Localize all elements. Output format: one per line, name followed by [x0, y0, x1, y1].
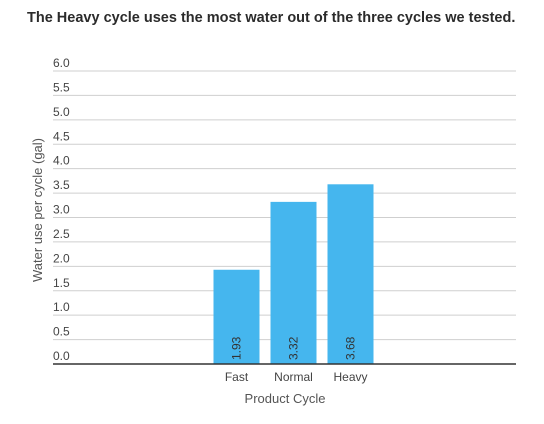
y-tick-label: 0.5	[53, 325, 70, 339]
y-tick-label: 0.0	[53, 349, 70, 363]
chart-title: The Heavy cycle uses the most water out …	[27, 10, 516, 26]
bar	[270, 201, 317, 364]
x-tick-labels: Fast Normal Heavy	[225, 370, 368, 384]
y-tick-label: 5.5	[53, 80, 70, 94]
bar-value-label: 1.93	[230, 336, 244, 360]
y-tick-label: 4.5	[53, 129, 70, 143]
x-tick-label: Fast	[225, 370, 249, 384]
x-axis-label: Product Cycle	[245, 391, 326, 406]
bar	[213, 269, 260, 364]
y-tick-label: 1.5	[53, 276, 70, 290]
y-tick-label: 5.0	[53, 105, 70, 119]
y-tick-label: 3.0	[53, 203, 70, 217]
bar-value-label: 3.32	[287, 336, 301, 360]
bar-value-label: 3.68	[344, 336, 358, 360]
y-tick-label: 2.0	[53, 251, 70, 265]
x-tick-label: Heavy	[333, 370, 367, 384]
y-tick-labels: 0.0 0.5 1.0 1.5 2.0 2.5 3.0 3.5 4.0 4.5 5.0 5.5 6.0	[53, 56, 70, 363]
x-tick-label: Normal	[274, 370, 313, 384]
y-tick-label: 4.0	[53, 154, 70, 168]
y-axis-label: Water use per cycle (gal)	[30, 138, 45, 282]
y-tick-label: 1.0	[53, 300, 70, 314]
bar-value-labels: 1.93 3.32 3.68	[230, 336, 358, 360]
bar	[327, 184, 374, 364]
y-tick-label: 3.5	[53, 178, 70, 192]
bars	[213, 184, 374, 364]
y-tick-label: 2.5	[53, 227, 70, 241]
y-tick-label: 6.0	[53, 56, 70, 70]
